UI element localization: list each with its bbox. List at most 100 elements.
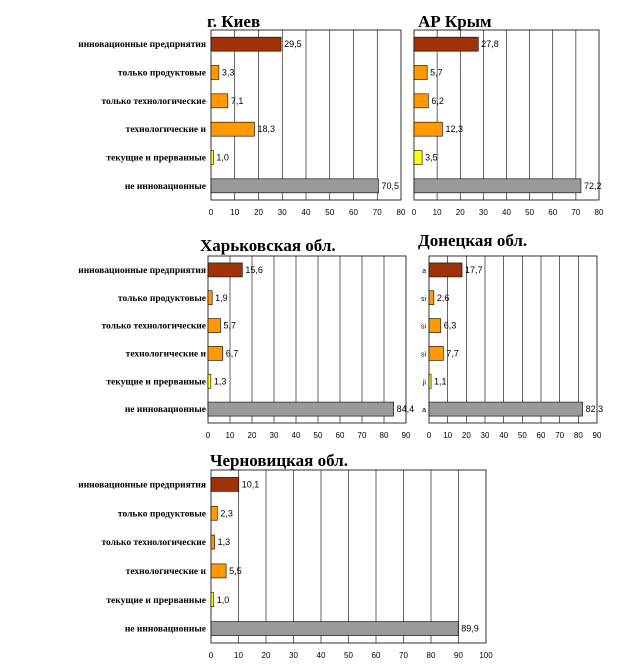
x-tick-label: 10 (433, 208, 442, 217)
bar-tech_only (207, 318, 221, 333)
x-tick-label: 50 (314, 431, 323, 440)
y-tick-label: а (422, 268, 426, 275)
x-tick-label: 70 (399, 651, 408, 660)
data-label: 18,3 (257, 124, 275, 134)
data-label: 7,1 (231, 96, 244, 106)
x-tick-label: 60 (548, 208, 557, 217)
bar-tech_only (210, 534, 215, 550)
data-label: 2,3 (220, 508, 233, 518)
bar-non_innovative (413, 178, 582, 194)
bar-current (207, 373, 212, 389)
x-tick-label: 80 (380, 431, 389, 440)
bar-current (413, 150, 423, 165)
data-label: 70,5 (381, 181, 399, 191)
data-label: 7,7 (446, 348, 459, 358)
category-label: только продуктовые (118, 294, 206, 304)
chart-panel-2: 0 10 20 30 40 50 60 70 80 90 Харьковская обл. 15,6 и… (78, 236, 414, 440)
x-tick-label: 80 (595, 208, 604, 217)
bar-tech_and (207, 346, 224, 361)
x-tick-label: 60 (349, 208, 358, 217)
data-label: 17,7 (465, 265, 483, 275)
data-label: 5,7 (430, 68, 443, 78)
x-tick-label: 0 (412, 208, 417, 217)
chart-panel-1: 0 10 20 30 40 50 60 70 80 АР Крым 27,8 5,7 6,2 12,3 3,… (412, 12, 604, 217)
data-label: 1,1 (434, 376, 447, 386)
y-tick-label: si (421, 324, 427, 331)
data-label: 6,3 (444, 321, 457, 331)
data-label: 5,7 (224, 321, 237, 331)
x-tick-label: 30 (481, 431, 490, 440)
bar-non_innovative (428, 401, 583, 417)
category-label: не инновационные (125, 405, 206, 415)
category-label: не инновационные (125, 625, 206, 635)
data-label: 29,5 (284, 39, 302, 49)
y-tick-label: ji (422, 379, 427, 386)
category-label: инновационные предприятия (78, 480, 206, 490)
x-tick-label: 30 (278, 208, 287, 217)
category-label: технологические и (126, 567, 207, 577)
bar-current (210, 150, 214, 165)
data-label: 27,8 (481, 39, 499, 49)
bar-innovative (428, 262, 463, 278)
x-tick-label: 50 (518, 431, 527, 440)
data-label: 2,6 (437, 293, 450, 303)
x-tick-label: 50 (344, 651, 353, 660)
category-label: инновационные предприятия (78, 266, 206, 276)
category-label: только продуктовые (118, 509, 206, 519)
y-tick-label: а (422, 407, 426, 414)
x-tick-label: 70 (571, 208, 580, 217)
category-label: не инновационные (125, 182, 206, 192)
category-label: текущие и прерванные (106, 154, 206, 164)
data-label: 1,3 (214, 376, 227, 386)
plot-area (207, 255, 407, 424)
x-tick-label: 20 (262, 651, 271, 660)
x-tick-label: 50 (525, 208, 534, 217)
data-label: 1,0 (216, 153, 229, 163)
bar-tech_only (428, 318, 442, 333)
bar-tech_and (413, 121, 443, 137)
data-label: 5,5 (229, 566, 242, 576)
category-label: технологические и (126, 125, 207, 135)
chart-title: Донецкая обл. (418, 231, 527, 250)
x-tick-label: 0 (209, 208, 214, 217)
bar-non_innovative (210, 621, 459, 636)
category-label: только продуктовые (118, 69, 206, 79)
bar-product_only (413, 65, 428, 80)
bar-product_only (210, 65, 220, 80)
bar-tech_and (210, 563, 227, 579)
bar-tech_and (210, 121, 255, 137)
x-tick-label: 20 (462, 431, 471, 440)
bar-non_innovative (210, 178, 379, 194)
x-tick-label: 60 (336, 431, 345, 440)
chart-title: АР Крым (418, 12, 492, 31)
bar-current (210, 592, 215, 608)
chart-title: г. Киев (207, 12, 260, 31)
bar-product_only (210, 505, 218, 521)
category-label: текущие и прерванные (106, 377, 206, 387)
data-label: 1,3 (218, 537, 231, 547)
bar-product_only (207, 290, 213, 306)
bar-product_only (428, 290, 435, 306)
x-tick-label: 30 (289, 651, 298, 660)
x-tick-label: 90 (402, 431, 411, 440)
data-label: 1,9 (215, 293, 228, 303)
x-tick-label: 40 (292, 431, 301, 440)
data-label: 3,3 (222, 68, 235, 78)
chart-title: Харьковская обл. (200, 236, 336, 255)
category-label: только технологические (102, 97, 206, 107)
x-tick-label: 40 (502, 208, 511, 217)
category-label: только технологические (102, 538, 206, 548)
x-tick-label: 90 (454, 651, 463, 660)
bar-innovative (413, 36, 479, 52)
x-tick-label: 10 (443, 431, 452, 440)
x-tick-label: 40 (499, 431, 508, 440)
x-tick-label: 80 (427, 651, 436, 660)
chart-panel-3: 0 10 20 30 40 50 60 70 80 90 Донецкая обл. 17,7 а 2,6… (418, 231, 603, 440)
chart-title: Черновицкая обл. (210, 451, 348, 470)
x-tick-label: 60 (537, 431, 546, 440)
x-tick-label: 40 (302, 208, 311, 217)
x-tick-label: 20 (248, 431, 257, 440)
x-tick-label: 60 (372, 651, 381, 660)
category-label: только технологические (102, 322, 206, 332)
category-label: инновационные предприятия (78, 40, 206, 50)
